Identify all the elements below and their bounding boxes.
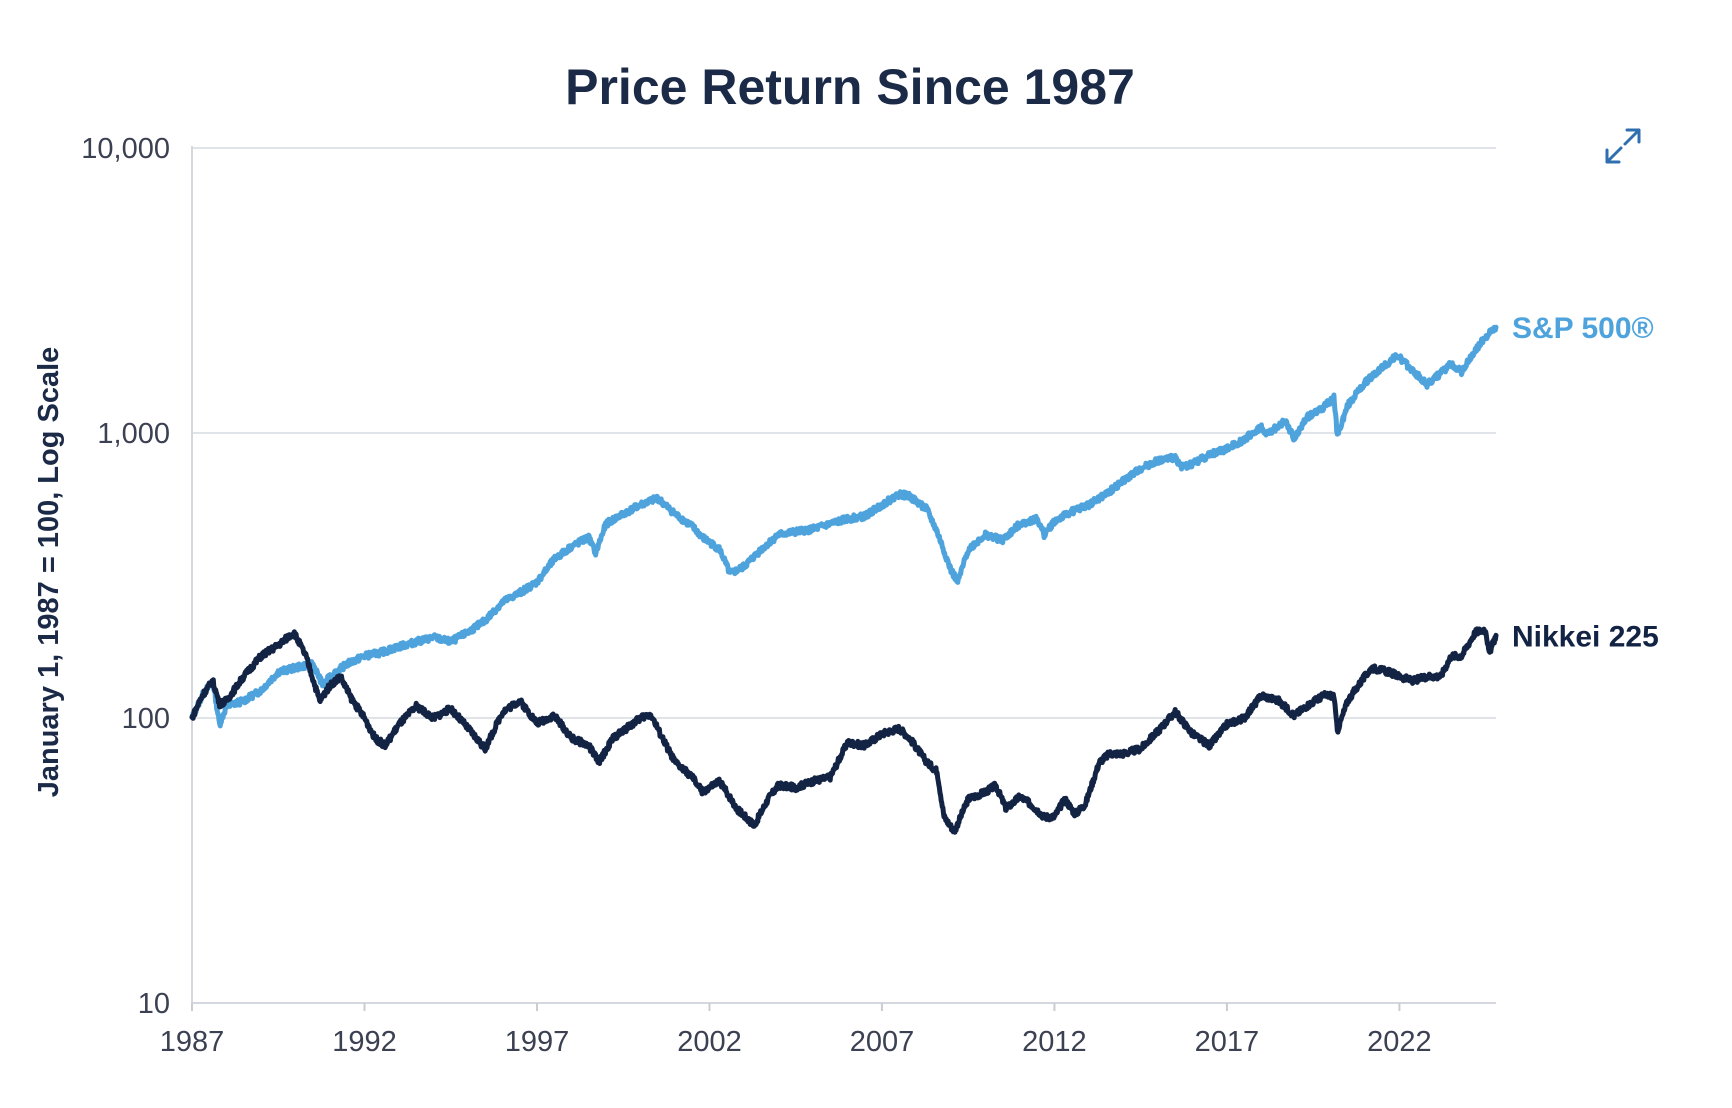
y-tick-label: 10,000 — [81, 133, 170, 165]
series-labels: S&P 500® Nikkei 225 — [1512, 312, 1659, 653]
y-tick-label: 10 — [138, 988, 170, 1020]
x-tick-label: 2022 — [1367, 1026, 1432, 1058]
x-tick-label: 1997 — [505, 1026, 570, 1058]
y-axis-label: January 1, 1987 = 100, Log Scale — [33, 347, 65, 798]
nikkei-line — [189, 626, 1499, 835]
x-tick-label: 1987 — [160, 1026, 225, 1058]
x-tick-label: 2017 — [1195, 1026, 1260, 1058]
nikkei-label: Nikkei 225 — [1512, 620, 1659, 653]
series — [189, 324, 1499, 835]
expand-icon[interactable] — [1597, 120, 1649, 172]
y-tick-label: 100 — [122, 703, 170, 735]
chart-title: Price Return Since 1987 — [565, 59, 1135, 115]
x-tick-label: 1992 — [332, 1026, 397, 1058]
axes: 10 100 1,000 10,000 1987 1992 1997 2002 2007 2012… — [81, 133, 1431, 1058]
x-tick-label: 2002 — [677, 1026, 742, 1058]
grid — [192, 147, 1496, 1004]
sp500-label: S&P 500® — [1512, 312, 1654, 345]
y-tick-label: 1,000 — [97, 418, 170, 450]
x-tick-label: 2012 — [1022, 1026, 1087, 1058]
sp500-line — [189, 324, 1499, 729]
x-tick-label: 2007 — [850, 1026, 915, 1058]
